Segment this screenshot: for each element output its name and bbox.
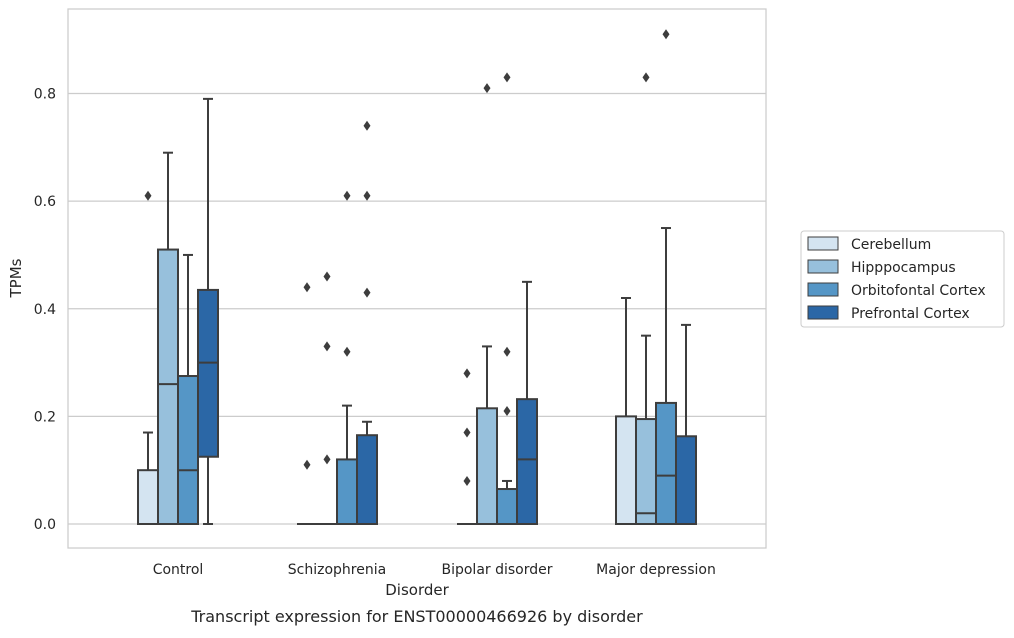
box-2-0 (177, 253, 199, 525)
y-tick-label: 0.8 (34, 87, 56, 103)
outlier-point (323, 271, 331, 282)
outlier-point (363, 287, 371, 298)
outlier-point (303, 459, 311, 470)
outlier-point (503, 346, 511, 357)
outlier-point (463, 368, 471, 379)
outlier-point (343, 346, 351, 357)
box-3-1 (356, 120, 378, 526)
box-1-1 (317, 271, 337, 525)
y-tick-label: 0.0 (34, 517, 56, 533)
chart-caption: Transcript expression for ENST0000046692… (190, 607, 643, 626)
legend-label: Orbitofontal Cortex (851, 283, 986, 299)
legend-label: Cerebellum (851, 237, 931, 253)
box-body (675, 435, 697, 525)
legend-swatch (807, 282, 839, 297)
box-0-3 (615, 296, 637, 525)
box-body (655, 401, 677, 525)
outlier-point (323, 454, 331, 465)
box-body (635, 418, 657, 525)
box-body (157, 248, 179, 525)
y-tick-label: 0.6 (34, 194, 56, 210)
x-tick-label: Control (153, 562, 204, 578)
plot-frame (67, 8, 767, 549)
box-3-3 (675, 323, 697, 525)
outlier-point (463, 427, 471, 438)
outlier-point (642, 72, 650, 83)
box-0-1 (297, 282, 317, 525)
y-tick-label: 0.2 (34, 409, 56, 425)
outlier-point (343, 190, 351, 201)
box-body (197, 288, 219, 458)
outlier-point (363, 120, 371, 131)
outlier-point (503, 72, 511, 83)
box-body (496, 488, 518, 526)
box-3-2 (516, 280, 538, 525)
outlier-point (662, 29, 670, 40)
legend-swatch (807, 259, 839, 274)
y-tick-label: 0.4 (34, 302, 56, 318)
x-tick-label: Major depression (596, 562, 716, 578)
box-2-1 (336, 190, 358, 525)
x-axis-label: Disorder (385, 581, 449, 599)
box-body (516, 398, 538, 525)
box-3-0 (197, 97, 219, 525)
legend-swatch (807, 236, 839, 251)
outlier-point (503, 405, 511, 416)
box-body (137, 469, 159, 525)
outlier-point (463, 475, 471, 486)
outlier-point (323, 341, 331, 352)
x-tick-labels: Control Schizophrenia Bipolar disorder Majo… (153, 562, 716, 578)
box-body (177, 375, 199, 525)
outlier-point (483, 83, 491, 94)
box-body (336, 458, 358, 525)
box-1-2 (476, 83, 498, 526)
outlier-point (363, 190, 371, 201)
legend: Cerebellum Hipppocampus Orbitofontal Corte… (800, 230, 1005, 328)
box-body (476, 407, 498, 526)
x-tick-label: Bipolar disorder (441, 562, 552, 578)
y-tick-labels: 0.0 0.2 0.4 0.6 0.8 (34, 87, 56, 534)
y-axis-label: TPMs (7, 258, 25, 298)
legend-frame (800, 230, 1005, 328)
legend-label: Prefrontal Cortex (851, 306, 970, 322)
box-0-2 (457, 368, 477, 525)
outlier-point (144, 190, 152, 201)
x-tick-label: Schizophrenia (288, 562, 386, 578)
boxes (137, 29, 697, 526)
box-body (356, 434, 378, 526)
outlier-point (303, 282, 311, 293)
legend-swatch (807, 305, 839, 320)
box-body (615, 415, 637, 525)
legend-label: Hipppocampus (851, 260, 956, 276)
